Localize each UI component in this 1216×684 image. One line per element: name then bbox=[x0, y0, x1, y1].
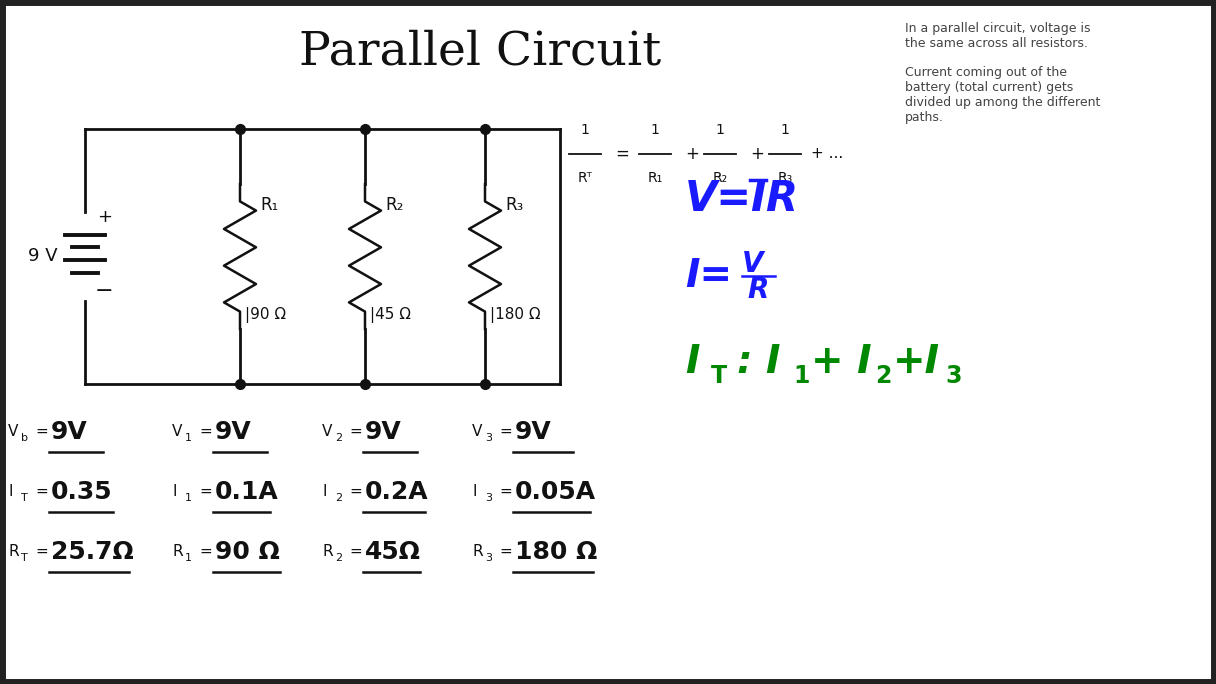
Text: +: + bbox=[685, 145, 699, 163]
Text: 9V: 9V bbox=[516, 420, 552, 444]
Text: 0.05A: 0.05A bbox=[516, 480, 596, 504]
Text: 9V: 9V bbox=[365, 420, 401, 444]
Text: In a parallel circuit, voltage is
the same across all resistors.: In a parallel circuit, voltage is the sa… bbox=[905, 22, 1091, 50]
Text: R: R bbox=[765, 178, 796, 220]
Text: 9 V: 9 V bbox=[28, 248, 58, 265]
Text: T: T bbox=[21, 553, 28, 563]
Text: =: = bbox=[500, 425, 518, 440]
Text: R₁: R₁ bbox=[647, 170, 663, 185]
Text: Parallel Circuit: Parallel Circuit bbox=[299, 29, 662, 75]
Text: R₃: R₃ bbox=[777, 170, 793, 185]
Text: R: R bbox=[322, 544, 333, 560]
Text: 45Ω: 45Ω bbox=[365, 540, 421, 564]
Text: |90 Ω: |90 Ω bbox=[244, 307, 286, 323]
Text: 2: 2 bbox=[334, 433, 342, 443]
Text: +I: +I bbox=[893, 343, 940, 381]
Text: 1: 1 bbox=[580, 124, 590, 137]
Text: : I: : I bbox=[737, 343, 781, 381]
Text: =: = bbox=[615, 145, 629, 163]
Text: =: = bbox=[199, 425, 218, 440]
Text: =: = bbox=[350, 425, 367, 440]
Text: T: T bbox=[711, 364, 727, 388]
Text: V: V bbox=[472, 425, 483, 440]
Text: Current coming out of the
battery (total current) gets
divided up among the diff: Current coming out of the battery (total… bbox=[905, 66, 1100, 124]
Text: +: + bbox=[750, 145, 764, 163]
Text: 1: 1 bbox=[651, 124, 659, 137]
Text: 9V: 9V bbox=[51, 420, 88, 444]
Text: 9V: 9V bbox=[215, 420, 252, 444]
Text: R: R bbox=[9, 544, 18, 560]
Text: 1: 1 bbox=[185, 493, 192, 503]
Text: =: = bbox=[199, 484, 218, 499]
Text: V: V bbox=[742, 250, 764, 278]
Text: R₁: R₁ bbox=[260, 196, 278, 214]
Text: + ...: + ... bbox=[811, 146, 843, 161]
Text: =: = bbox=[36, 425, 54, 440]
Text: 1: 1 bbox=[185, 433, 192, 443]
Text: 1: 1 bbox=[781, 124, 789, 137]
Text: 1: 1 bbox=[793, 364, 810, 388]
Text: 3: 3 bbox=[485, 493, 492, 503]
Text: =: = bbox=[36, 484, 54, 499]
Text: 2: 2 bbox=[334, 553, 342, 563]
Text: R: R bbox=[472, 544, 483, 560]
Text: =: = bbox=[500, 544, 518, 560]
Text: V: V bbox=[322, 425, 332, 440]
Text: Rᵀ: Rᵀ bbox=[578, 170, 592, 185]
Text: V: V bbox=[9, 425, 18, 440]
Text: R: R bbox=[747, 276, 769, 304]
Text: R₂: R₂ bbox=[385, 196, 404, 214]
Text: I=: I= bbox=[685, 257, 732, 295]
Text: I: I bbox=[9, 484, 12, 499]
Text: +: + bbox=[97, 208, 112, 226]
Text: 180 Ω: 180 Ω bbox=[516, 540, 597, 564]
Text: |45 Ω: |45 Ω bbox=[370, 307, 411, 323]
Text: 1: 1 bbox=[185, 553, 192, 563]
Text: 0.2A: 0.2A bbox=[365, 480, 428, 504]
Text: R: R bbox=[171, 544, 182, 560]
Text: |180 Ω: |180 Ω bbox=[490, 307, 541, 323]
Text: V: V bbox=[171, 425, 182, 440]
Text: 3: 3 bbox=[485, 433, 492, 443]
Text: R₃: R₃ bbox=[505, 196, 523, 214]
Text: 2: 2 bbox=[876, 364, 891, 388]
Text: 0.1A: 0.1A bbox=[215, 480, 278, 504]
Text: =: = bbox=[199, 544, 218, 560]
Text: b: b bbox=[21, 433, 28, 443]
Text: 2: 2 bbox=[334, 493, 342, 503]
Text: I: I bbox=[685, 343, 699, 381]
Text: =: = bbox=[500, 484, 518, 499]
Text: R₂: R₂ bbox=[713, 170, 727, 185]
Text: 3: 3 bbox=[945, 364, 962, 388]
Text: V=: V= bbox=[685, 178, 753, 220]
Text: T: T bbox=[21, 493, 28, 503]
Text: =: = bbox=[350, 544, 367, 560]
Text: + I: + I bbox=[811, 343, 872, 381]
Text: 0.35: 0.35 bbox=[51, 480, 113, 504]
Text: 1: 1 bbox=[715, 124, 725, 137]
Text: I: I bbox=[171, 484, 176, 499]
Text: I: I bbox=[750, 178, 766, 220]
Text: 90 Ω: 90 Ω bbox=[215, 540, 280, 564]
Text: =: = bbox=[350, 484, 367, 499]
Text: =: = bbox=[36, 544, 54, 560]
Text: −: − bbox=[95, 281, 113, 301]
Text: I: I bbox=[322, 484, 327, 499]
Text: 25.7Ω: 25.7Ω bbox=[51, 540, 134, 564]
Text: I: I bbox=[472, 484, 477, 499]
Text: 3: 3 bbox=[485, 553, 492, 563]
